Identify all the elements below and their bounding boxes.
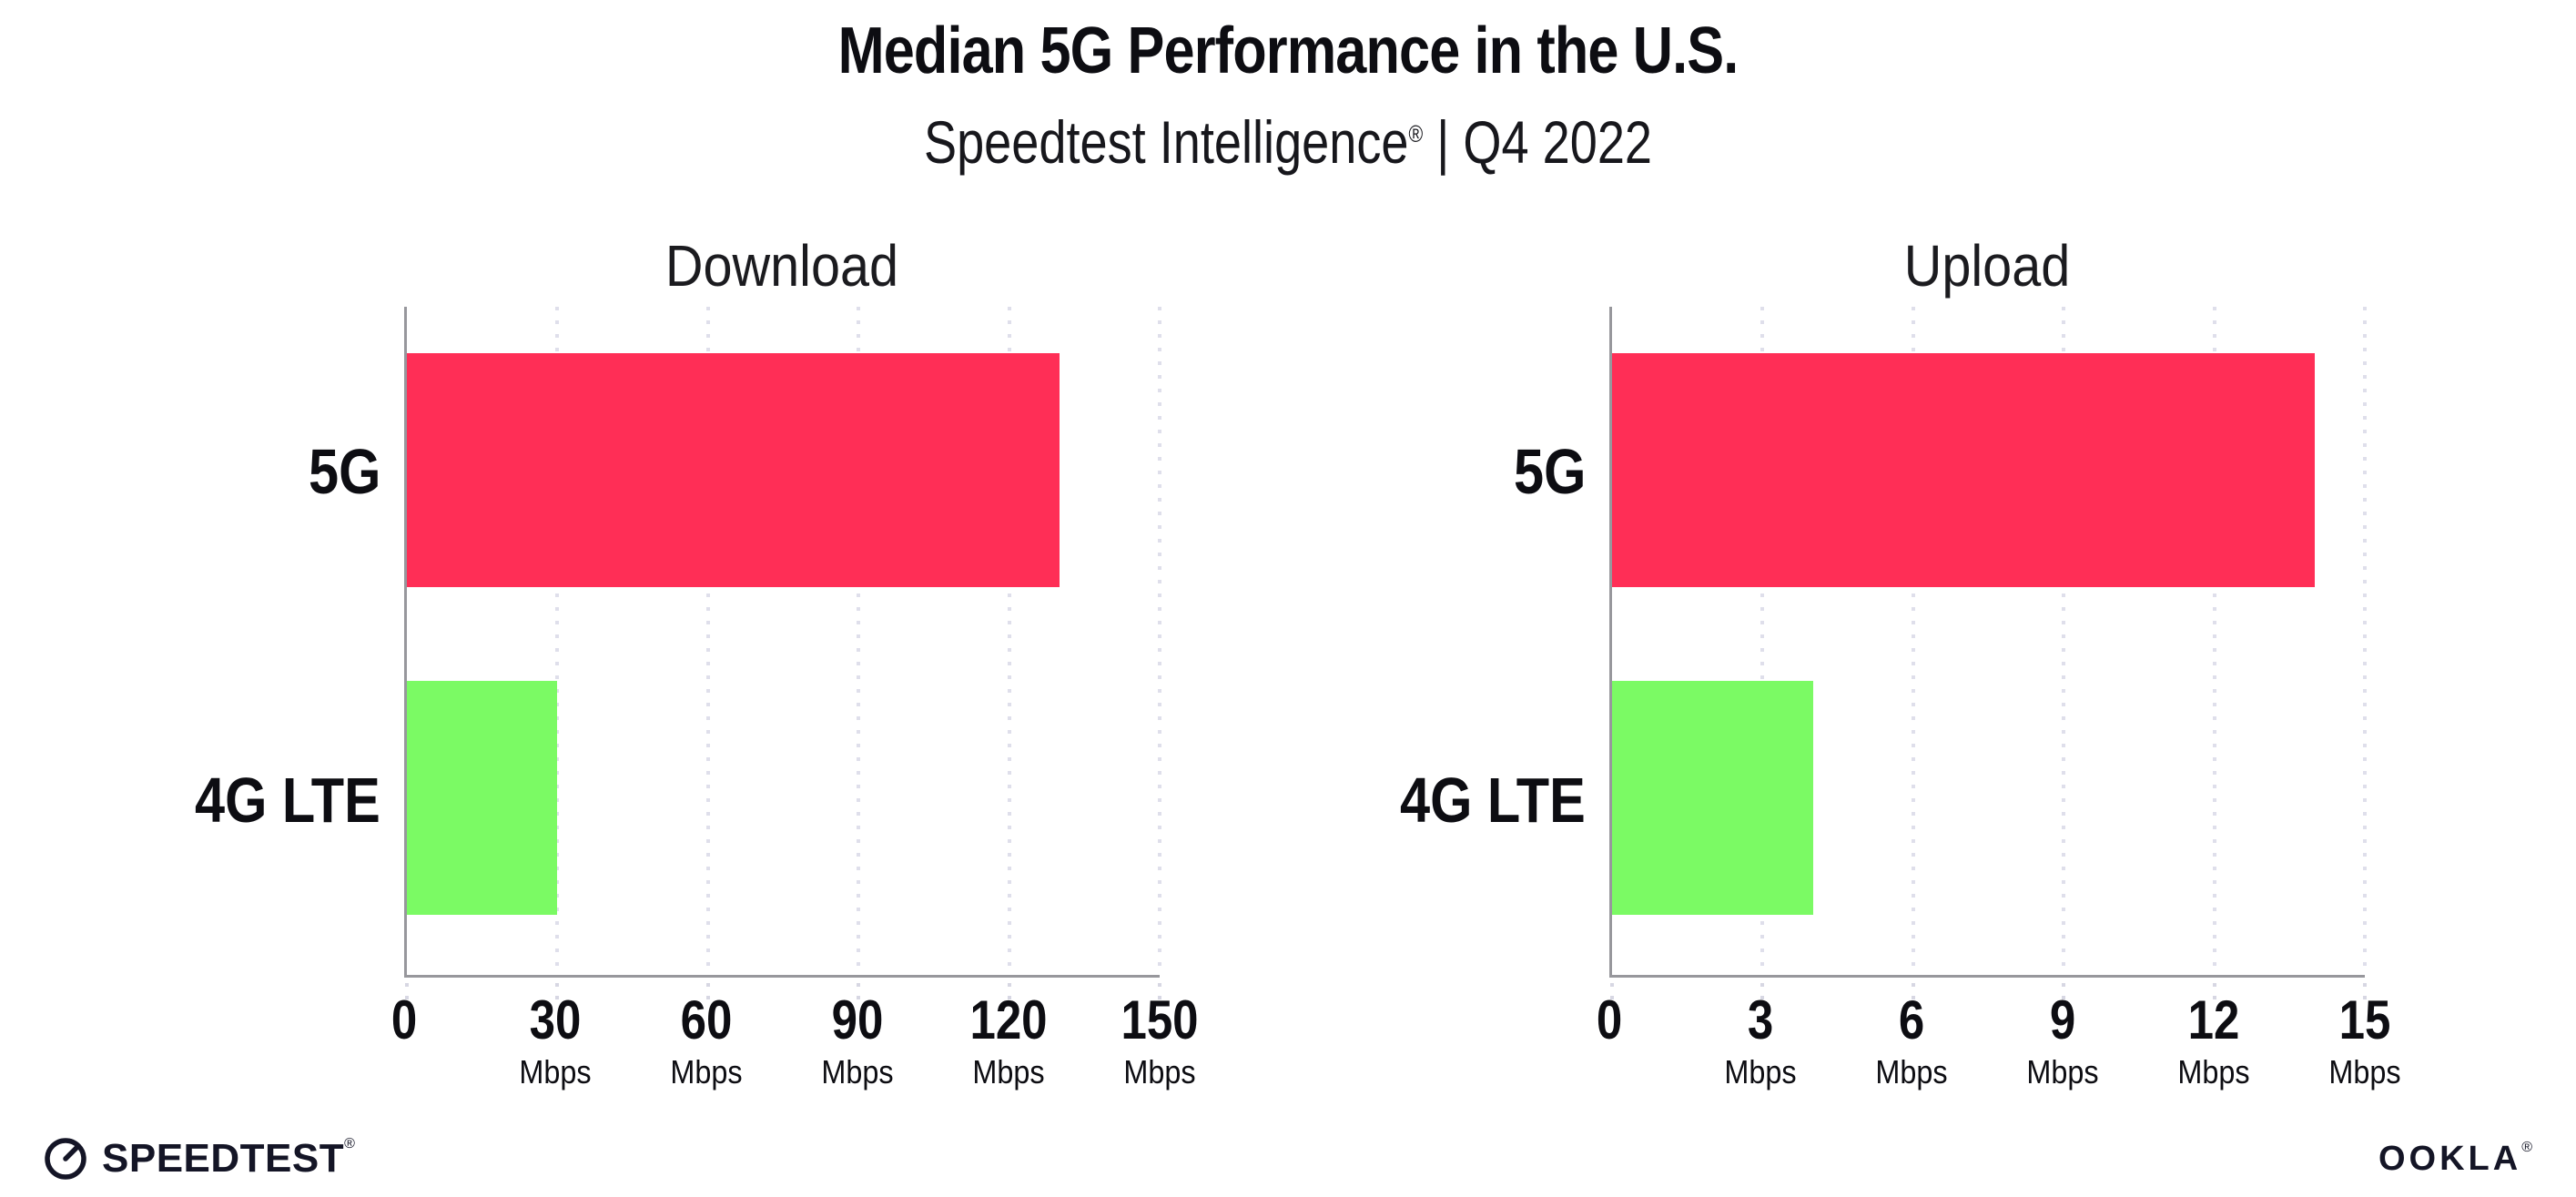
x-tick-label-3: 3 Mbps (1720, 990, 1800, 1092)
x-tick-value: 0 (1596, 989, 1623, 1050)
gridline-15 (2363, 307, 2367, 975)
download-bar-5g (407, 353, 1060, 588)
gridline-30 (555, 307, 560, 975)
upload-chart-body: 5G 4G LTE (1336, 307, 2367, 1001)
upload-x-axis: 0 3 Mbps 6 Mbps 9 Mbps 12 Mbps 15 Mbps (1597, 990, 2401, 1127)
download-chart-body: 5G 4G LTE (131, 307, 1161, 1001)
header: Median 5G Performance in the U.S. Speedt… (0, 0, 2576, 178)
category-label-5g: 5G (308, 435, 380, 507)
subtitle-brand: Speedtest Intelligence (923, 108, 1409, 176)
gridline-9 (2062, 307, 2066, 975)
download-category-labels: 5G 4G LTE (131, 307, 404, 978)
x-tick-label-0: 0 (389, 990, 419, 1050)
tick-mark-9 (2062, 983, 2066, 1001)
category-label-4g-lte: 4G LTE (195, 764, 380, 836)
subtitle-period: | Q4 2022 (1423, 108, 1653, 176)
tick-mark-0 (405, 983, 409, 1001)
gridline-90 (857, 307, 861, 975)
speedtest-wordmark: SPEEDTEST® (102, 1136, 356, 1181)
gridline-150 (1158, 307, 1161, 975)
download-chart-title: Download (664, 233, 899, 299)
gridline-6 (1911, 307, 1915, 975)
download-x-axis: 0 30 Mbps 60 Mbps 90 Mbps 120 Mbps 150 Mbps (391, 990, 1199, 1127)
x-tick-label-120: 120 Mbps (963, 990, 1054, 1092)
x-tick-unit: Mbps (1123, 1053, 1196, 1090)
x-tick-value: 30 (529, 989, 582, 1050)
x-tick-value: 60 (680, 989, 733, 1050)
x-tick-unit: Mbps (2026, 1053, 2099, 1090)
download-bar-4g-lte (407, 681, 558, 915)
category-label-4g-lte: 4G LTE (1400, 764, 1586, 836)
x-tick-label-90: 90 Mbps (817, 990, 898, 1092)
page-subtitle: Speedtest Intelligence® | Q4 2022 (232, 98, 2345, 178)
x-tick-unit: Mbps (1875, 1053, 1948, 1090)
registered-mark: ® (1408, 120, 1424, 147)
download-plot-area (404, 307, 1161, 1001)
x-tick-unit: Mbps (2177, 1053, 2250, 1090)
x-tick-label-9: 9 Mbps (2023, 990, 2103, 1092)
x-tick-unit: Mbps (972, 1053, 1045, 1090)
x-tick-label-15: 15 Mbps (2325, 990, 2405, 1092)
x-tick-label-6: 6 Mbps (1871, 990, 1952, 1092)
x-tick-label-150: 150 Mbps (1114, 990, 1205, 1092)
gridline-12 (2212, 307, 2216, 975)
tick-mark-150 (1158, 983, 1161, 1001)
tick-mark-0 (1610, 983, 1614, 1001)
footer: SPEEDTEST® OOKLA® (42, 1135, 2536, 1182)
upload-category-labels: 5G 4G LTE (1336, 307, 1609, 978)
x-tick-value: 3 (1747, 989, 1774, 1050)
x-tick-value: 15 (2338, 989, 2391, 1050)
gridline-120 (1007, 307, 1011, 975)
tick-mark-120 (1007, 983, 1011, 1001)
upload-chart-title: Upload (1903, 233, 2071, 299)
charts-row: Download 5G 4G LTE 0 30 Mbps 60 Mbps 90 Mbps 120… (0, 230, 2576, 1127)
tick-mark-12 (2212, 983, 2216, 1001)
upload-bar-4g-lte (1612, 681, 1813, 915)
gridline-60 (705, 307, 710, 975)
x-tick-unit: Mbps (2328, 1053, 2401, 1090)
x-tick-value: 6 (1898, 989, 1925, 1050)
x-tick-unit: Mbps (1724, 1053, 1797, 1090)
gridline-3 (1760, 307, 1765, 975)
download-chart: Download 5G 4G LTE 0 30 Mbps 60 Mbps 90 Mbps 120… (131, 230, 1199, 1127)
category-label-5g: 5G (1513, 435, 1586, 507)
speedtest-gauge-icon (42, 1135, 89, 1182)
x-tick-unit: Mbps (519, 1053, 592, 1090)
x-tick-value: 120 (969, 989, 1048, 1050)
tick-mark-60 (705, 983, 710, 1001)
tick-mark-3 (1760, 983, 1765, 1001)
x-tick-value: 12 (2187, 989, 2240, 1050)
tick-mark-30 (555, 983, 560, 1001)
x-tick-unit: Mbps (821, 1053, 894, 1090)
upload-chart: Upload 5G 4G LTE 0 3 Mbps 6 Mbps 9 Mbps 12 Mbps 15… (1336, 230, 2401, 1127)
x-tick-value: 150 (1121, 989, 1199, 1050)
x-tick-label-0: 0 (1594, 990, 1624, 1050)
x-tick-label-30: 30 Mbps (515, 990, 595, 1092)
tick-mark-90 (857, 983, 861, 1001)
ookla-registered-mark: ® (2521, 1139, 2536, 1155)
upload-bar-5g (1612, 353, 2315, 588)
x-tick-value: 9 (2049, 989, 2076, 1050)
ookla-logo: OOKLA® (2378, 1139, 2536, 1178)
tick-mark-15 (2363, 983, 2367, 1001)
x-tick-value: 0 (390, 989, 418, 1050)
page-title: Median 5G Performance in the U.S. (837, 15, 1739, 87)
upload-plot-area (1609, 307, 2367, 1001)
tick-mark-6 (1911, 983, 1915, 1001)
x-tick-value: 90 (831, 989, 884, 1050)
x-tick-label-60: 60 Mbps (666, 990, 746, 1092)
speedtest-logo: SPEEDTEST® (42, 1135, 355, 1182)
x-tick-unit: Mbps (670, 1053, 743, 1090)
x-tick-label-12: 12 Mbps (2174, 990, 2254, 1092)
speedtest-registered-mark: ® (344, 1136, 356, 1151)
